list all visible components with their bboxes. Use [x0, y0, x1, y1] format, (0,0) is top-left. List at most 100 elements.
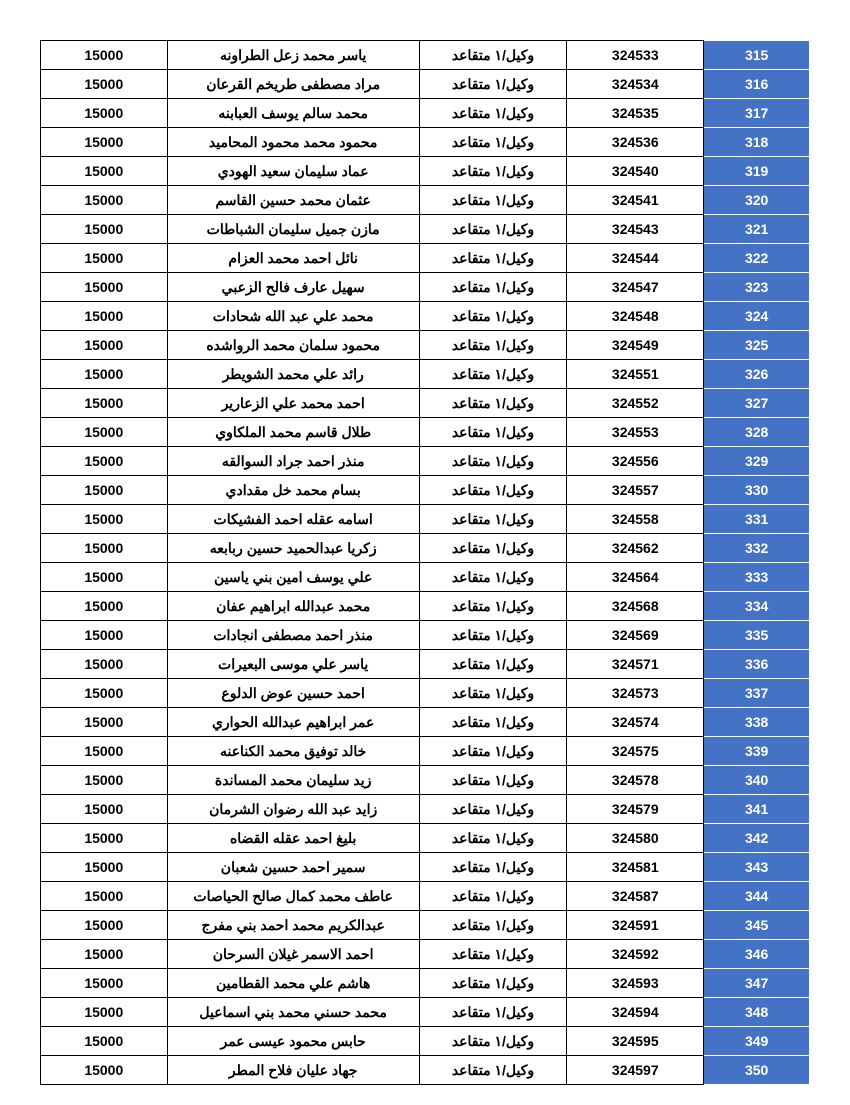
table-row: 15000خالد توفيق محمد الكناعنهوكيل/١ متقا… [41, 737, 810, 766]
index-cell: 336 [704, 650, 810, 679]
rank-cell: وكيل/١ متقاعد [419, 447, 567, 476]
index-cell: 348 [704, 998, 810, 1027]
table-row: 15000نائل احمد محمد العزاموكيل/١ متقاعد3… [41, 244, 810, 273]
name-cell: رائد علي محمد الشويطر [167, 360, 419, 389]
name-cell: محمود سلمان محمد الرواشده [167, 331, 419, 360]
amount-cell: 15000 [41, 679, 168, 708]
id-cell: 324592 [567, 940, 704, 969]
table-row: 15000عبدالكريم محمد احمد بني مفرجوكيل/١ … [41, 911, 810, 940]
name-cell: زايد عبد الله رضوان الشرمان [167, 795, 419, 824]
amount-cell: 15000 [41, 273, 168, 302]
name-cell: احمد حسين عوض الدلوع [167, 679, 419, 708]
index-cell: 327 [704, 389, 810, 418]
rank-cell: وكيل/١ متقاعد [419, 215, 567, 244]
name-cell: ياسر علي موسى البعيرات [167, 650, 419, 679]
id-cell: 324580 [567, 824, 704, 853]
index-cell: 343 [704, 853, 810, 882]
amount-cell: 15000 [41, 592, 168, 621]
id-cell: 324593 [567, 969, 704, 998]
amount-cell: 15000 [41, 447, 168, 476]
id-cell: 324551 [567, 360, 704, 389]
amount-cell: 15000 [41, 766, 168, 795]
id-cell: 324548 [567, 302, 704, 331]
rank-cell: وكيل/١ متقاعد [419, 708, 567, 737]
id-cell: 324543 [567, 215, 704, 244]
name-cell: ياسر محمد زعل الطراونه [167, 41, 419, 70]
id-cell: 324579 [567, 795, 704, 824]
table-row: 15000بسام محمد خل مقداديوكيل/١ متقاعد324… [41, 476, 810, 505]
id-cell: 324595 [567, 1027, 704, 1056]
name-cell: اسامه عقله احمد الفشيكات [167, 505, 419, 534]
rank-cell: وكيل/١ متقاعد [419, 737, 567, 766]
id-cell: 324557 [567, 476, 704, 505]
id-cell: 324575 [567, 737, 704, 766]
amount-cell: 15000 [41, 650, 168, 679]
rank-cell: وكيل/١ متقاعد [419, 1056, 567, 1085]
table-row: 15000محمد سالم يوسف العبابنهوكيل/١ متقاع… [41, 99, 810, 128]
index-cell: 338 [704, 708, 810, 737]
table-row: 15000سمير احمد حسين شعبانوكيل/١ متقاعد32… [41, 853, 810, 882]
name-cell: منذر احمد مصطفى انجادات [167, 621, 419, 650]
name-cell: احمد محمد علي الزعارير [167, 389, 419, 418]
index-cell: 329 [704, 447, 810, 476]
id-cell: 324536 [567, 128, 704, 157]
id-cell: 324573 [567, 679, 704, 708]
table-container: 15000ياسر محمد زعل الطراونهوكيل/١ متقاعد… [0, 0, 850, 1105]
rank-cell: وكيل/١ متقاعد [419, 679, 567, 708]
id-cell: 324541 [567, 186, 704, 215]
amount-cell: 15000 [41, 186, 168, 215]
rank-cell: وكيل/١ متقاعد [419, 186, 567, 215]
rank-cell: وكيل/١ متقاعد [419, 41, 567, 70]
id-cell: 324578 [567, 766, 704, 795]
id-cell: 324562 [567, 534, 704, 563]
id-cell: 324587 [567, 882, 704, 911]
name-cell: محمد سالم يوسف العبابنه [167, 99, 419, 128]
index-cell: 350 [704, 1056, 810, 1085]
table-row: 15000عاطف محمد كمال صالح الحياصاتوكيل/١ … [41, 882, 810, 911]
index-cell: 340 [704, 766, 810, 795]
index-cell: 331 [704, 505, 810, 534]
table-row: 15000محمد علي عبد الله شحاداتوكيل/١ متقا… [41, 302, 810, 331]
rank-cell: وكيل/١ متقاعد [419, 882, 567, 911]
amount-cell: 15000 [41, 708, 168, 737]
amount-cell: 15000 [41, 737, 168, 766]
name-cell: جهاد عليان فلاح المطر [167, 1056, 419, 1085]
name-cell: حابس محمود عيسى عمر [167, 1027, 419, 1056]
name-cell: بسام محمد خل مقدادي [167, 476, 419, 505]
table-body: 15000ياسر محمد زعل الطراونهوكيل/١ متقاعد… [41, 41, 810, 1085]
data-table: 15000ياسر محمد زعل الطراونهوكيل/١ متقاعد… [40, 40, 810, 1085]
name-cell: علي يوسف امين بني ياسين [167, 563, 419, 592]
table-row: 15000جهاد عليان فلاح المطروكيل/١ متقاعد3… [41, 1056, 810, 1085]
table-row: 15000زايد عبد الله رضوان الشرمانوكيل/١ م… [41, 795, 810, 824]
table-row: 15000زكريا عبدالحميد حسين ربابعهوكيل/١ م… [41, 534, 810, 563]
name-cell: عمر ابراهيم عبدالله الحواري [167, 708, 419, 737]
rank-cell: وكيل/١ متقاعد [419, 795, 567, 824]
rank-cell: وكيل/١ متقاعد [419, 360, 567, 389]
rank-cell: وكيل/١ متقاعد [419, 476, 567, 505]
table-row: 15000اسامه عقله احمد الفشيكاتوكيل/١ متقا… [41, 505, 810, 534]
table-row: 15000محمود سلمان محمد الرواشدهوكيل/١ متق… [41, 331, 810, 360]
index-cell: 332 [704, 534, 810, 563]
index-cell: 318 [704, 128, 810, 157]
table-row: 15000هاشم علي محمد القطامينوكيل/١ متقاعد… [41, 969, 810, 998]
rank-cell: وكيل/١ متقاعد [419, 853, 567, 882]
name-cell: محمود محمد محمود المحاميد [167, 128, 419, 157]
table-row: 15000منذر احمد جراد السوالقهوكيل/١ متقاع… [41, 447, 810, 476]
id-cell: 324568 [567, 592, 704, 621]
table-row: 15000عمر ابراهيم عبدالله الحواريوكيل/١ م… [41, 708, 810, 737]
name-cell: زكريا عبدالحميد حسين ربابعه [167, 534, 419, 563]
amount-cell: 15000 [41, 331, 168, 360]
table-row: 15000سهيل عارف فالح الزعبيوكيل/١ متقاعد3… [41, 273, 810, 302]
rank-cell: وكيل/١ متقاعد [419, 157, 567, 186]
amount-cell: 15000 [41, 563, 168, 592]
amount-cell: 15000 [41, 389, 168, 418]
name-cell: منذر احمد جراد السوالقه [167, 447, 419, 476]
id-cell: 324597 [567, 1056, 704, 1085]
index-cell: 316 [704, 70, 810, 99]
index-cell: 321 [704, 215, 810, 244]
index-cell: 345 [704, 911, 810, 940]
index-cell: 323 [704, 273, 810, 302]
id-cell: 324535 [567, 99, 704, 128]
table-row: 15000حابس محمود عيسى عمروكيل/١ متقاعد324… [41, 1027, 810, 1056]
id-cell: 324549 [567, 331, 704, 360]
